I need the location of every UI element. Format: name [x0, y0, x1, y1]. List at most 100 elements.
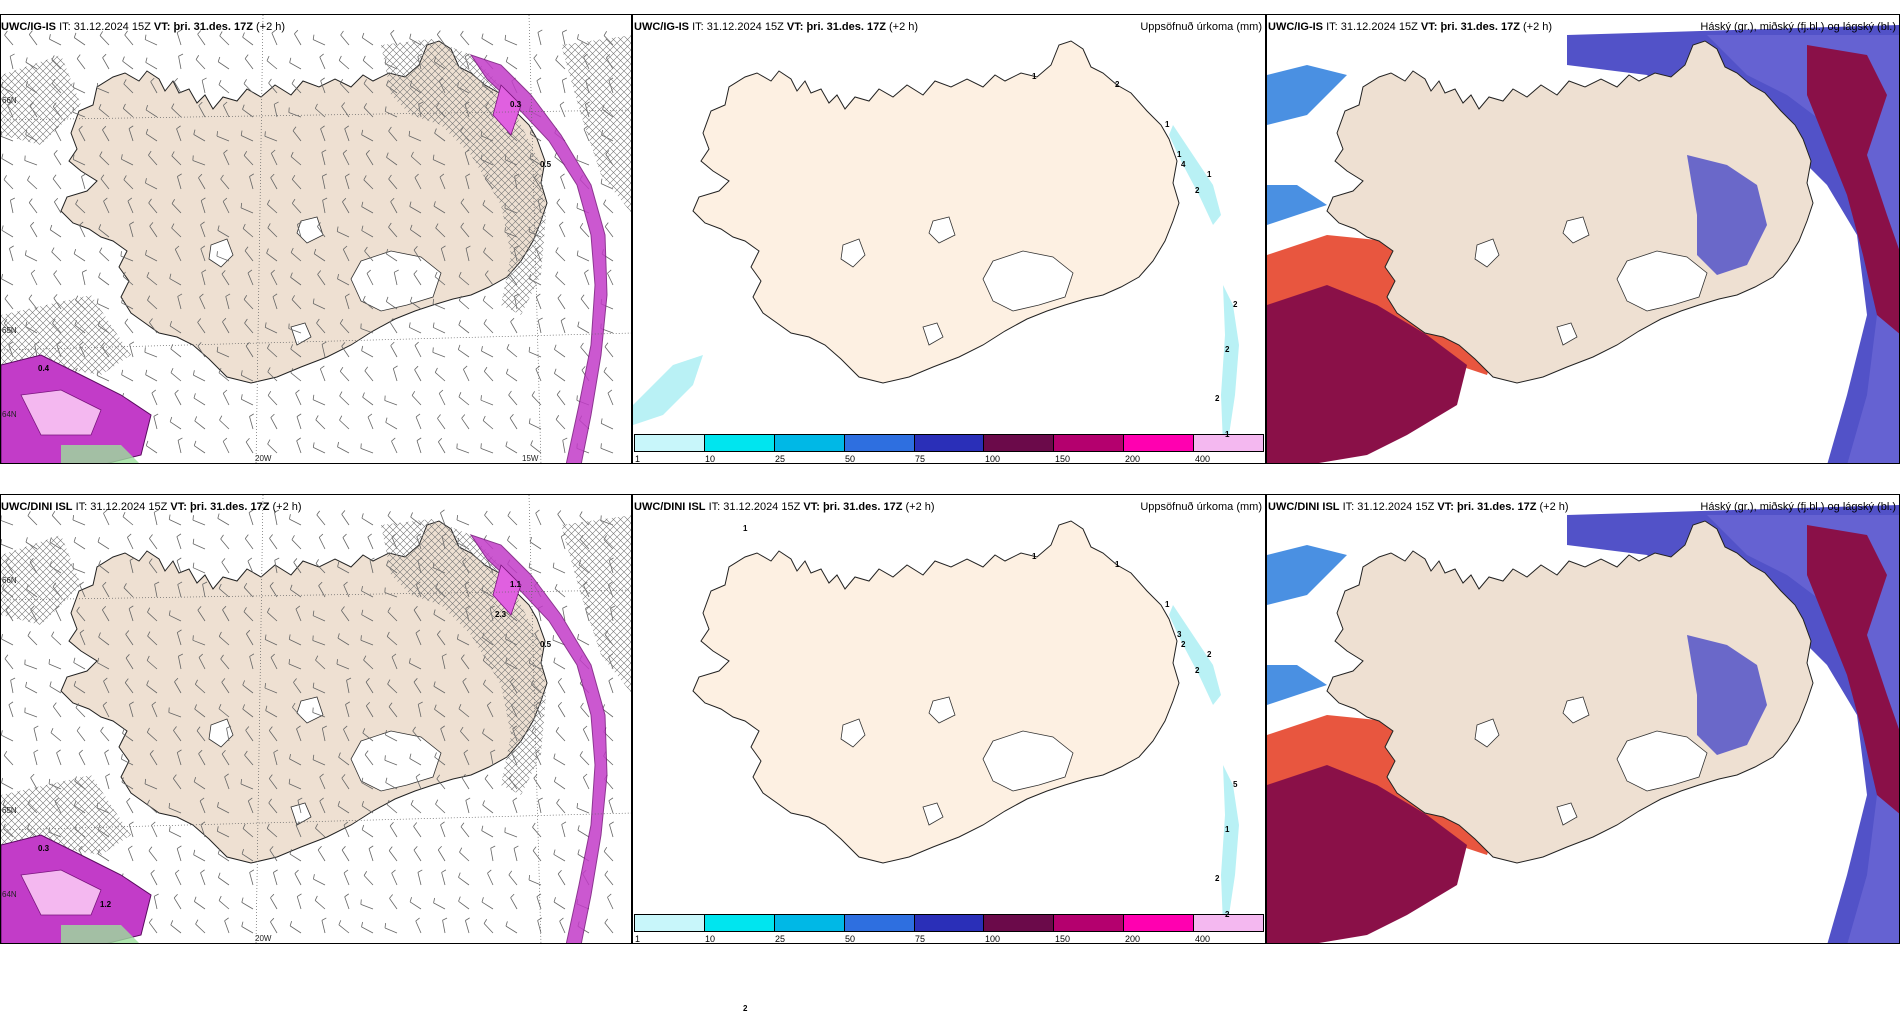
- wind-barb-flag: [577, 155, 578, 160]
- colorbar-swatch: [984, 915, 1054, 931]
- cloud-panel-top: [1266, 14, 1900, 464]
- wind-value-label: 0.3: [38, 844, 49, 853]
- wind-value-label: 0.4: [38, 364, 49, 373]
- precip-panel-top-header: UWC/IG-IS IT: 31.12.2024 15Z VT: þri. 31…: [634, 21, 918, 34]
- wind-map-top: [1, 15, 632, 464]
- model-name: UWC/IG-IS: [1, 21, 56, 33]
- cloud-title-bottom: Háský (gr.), miðský (fj.bl.) og lágský (…: [1700, 501, 1896, 514]
- wind-barb-flag: [265, 131, 266, 136]
- wind-barb-flag: [601, 443, 602, 448]
- wind-value-label: 2.3: [495, 610, 506, 619]
- colorbar-tick-label: 25: [775, 454, 785, 464]
- precip-amount-label: 1: [1165, 600, 1169, 609]
- colorbar-tick-label: 50: [845, 934, 855, 944]
- colorbar-tick-label: 75: [915, 454, 925, 464]
- wind-barb-flag: [481, 395, 482, 400]
- wind-value-label: 0.3: [510, 100, 521, 109]
- precip-panel-bottom: [632, 494, 1266, 944]
- precip-amount-label: 1: [1032, 552, 1036, 561]
- colorbar-tick-label: 50: [845, 454, 855, 464]
- wind-value-label: 1.2: [100, 900, 111, 909]
- precip-amount-label: 2: [1215, 874, 1219, 883]
- wind-map-bottom: [1, 495, 632, 944]
- colorbar-tick-label: 400: [1195, 454, 1210, 464]
- colorbar-tick-label: 150: [1055, 454, 1070, 464]
- colorbar-swatch: [915, 915, 985, 931]
- precip-panel-top: [632, 14, 1266, 464]
- precip-amount-label: 1: [1225, 825, 1229, 834]
- colorbar-tick-label: 200: [1125, 934, 1140, 944]
- colorbar-tick-label: 100: [985, 454, 1000, 464]
- colorbar-swatch: [915, 435, 985, 451]
- precip-amount-label: 1: [1177, 150, 1181, 159]
- precip-amount-label: 3: [1177, 630, 1181, 639]
- precip-amount-label: 2: [1233, 300, 1237, 309]
- lat-label: 65N: [2, 806, 17, 815]
- wind-barb-flag: [577, 203, 578, 208]
- colorbar-swatch: [845, 435, 915, 451]
- precip-amount-label: 2: [1115, 80, 1119, 89]
- colorbar-tick-label: 1: [635, 934, 640, 944]
- colorbar-swatch: [845, 915, 915, 931]
- precip-amount-label: 1: [1115, 560, 1119, 569]
- colorbar-tick-label: 75: [915, 934, 925, 944]
- colorbar-swatch: [635, 915, 705, 931]
- precip-amount-label: 4: [1181, 160, 1185, 169]
- colorbar-tick-label: 10: [705, 454, 715, 464]
- cloud-map-top: [1267, 15, 1900, 464]
- lat-label: 64N: [2, 890, 17, 899]
- colorbar-swatch: [1054, 435, 1124, 451]
- cloud-title-top: Háský (gr.), miðský (fj.bl.) og lágský (…: [1700, 21, 1896, 34]
- wind-value-label: 0.5: [540, 160, 551, 169]
- wind-panel-top-header: UWC/IG-IS IT: 31.12.2024 15Z VT: þri. 31…: [1, 21, 285, 34]
- colorbar-swatch: [775, 435, 845, 451]
- colorbar-tick-label: 25: [775, 934, 785, 944]
- colorbar-swatch: [1124, 915, 1194, 931]
- wind-barb-flag: [505, 227, 506, 232]
- colorbar-swatch: [705, 435, 775, 451]
- colorbar-tick-label: 400: [1195, 934, 1210, 944]
- lat-label: 66N: [2, 576, 17, 585]
- lat-label: 64N: [2, 410, 17, 419]
- lon-label: 20W: [255, 454, 271, 463]
- colorbar-swatch: [635, 435, 705, 451]
- wind-value-label: 0.5: [540, 640, 551, 649]
- colorbar-tick-label: 10: [705, 934, 715, 944]
- wind-barb-flag: [361, 635, 362, 640]
- colorbar-swatch: [984, 435, 1054, 451]
- lat-label: 65N: [2, 326, 17, 335]
- wind-barb-flag: [217, 251, 218, 256]
- wind-barb-flag: [121, 251, 122, 256]
- cloud-panel-bottom: [1266, 494, 1900, 944]
- precip-amount-label: 1: [743, 524, 747, 533]
- model-name: UWC/DINI ISL: [1268, 501, 1340, 513]
- model-name: UWC/DINI ISL: [634, 501, 706, 513]
- precip-amount-label: 2: [743, 1004, 747, 1013]
- model-name: UWC/IG-IS: [634, 21, 689, 33]
- colorbar-tick-label: 100: [985, 934, 1000, 944]
- precip-amount-label: 2: [1207, 650, 1211, 659]
- precip-amount-label: 1: [1207, 170, 1211, 179]
- model-name: UWC/IG-IS: [1268, 21, 1323, 33]
- colorbar-swatch: [1054, 915, 1124, 931]
- precip-amount-label: 2: [1181, 640, 1185, 649]
- lon-label: 20W: [255, 934, 271, 943]
- wind-barb-flag: [193, 515, 194, 520]
- wind-value-label: 1.1: [510, 580, 521, 589]
- lon-label: 15W: [522, 454, 538, 463]
- wind-barb-flag: [553, 635, 554, 640]
- precip-amount-label: 2: [1195, 186, 1199, 195]
- precip-title-top: Uppsöfnuð úrkoma (mm): [1140, 21, 1262, 34]
- precip-amount-label: 2: [1195, 666, 1199, 675]
- colorbar-tick-label: 200: [1125, 454, 1140, 464]
- model-name: UWC/DINI ISL: [1, 501, 73, 513]
- precip-panel-bottom-header: UWC/DINI ISL IT: 31.12.2024 15Z VT: þri.…: [634, 501, 935, 514]
- colorbar-swatch: [1124, 435, 1194, 451]
- precip-amount-label: 2: [1225, 345, 1229, 354]
- colorbar-tick-label: 150: [1055, 934, 1070, 944]
- precip-amount-label: 1: [1165, 120, 1169, 129]
- cloud-panel-bottom-header: UWC/DINI ISL IT: 31.12.2024 15Z VT: þri.…: [1268, 501, 1569, 514]
- wind-panel-top: [0, 14, 632, 464]
- colorbar-tick-label: 1: [635, 454, 640, 464]
- colorbar-swatch: [705, 915, 775, 931]
